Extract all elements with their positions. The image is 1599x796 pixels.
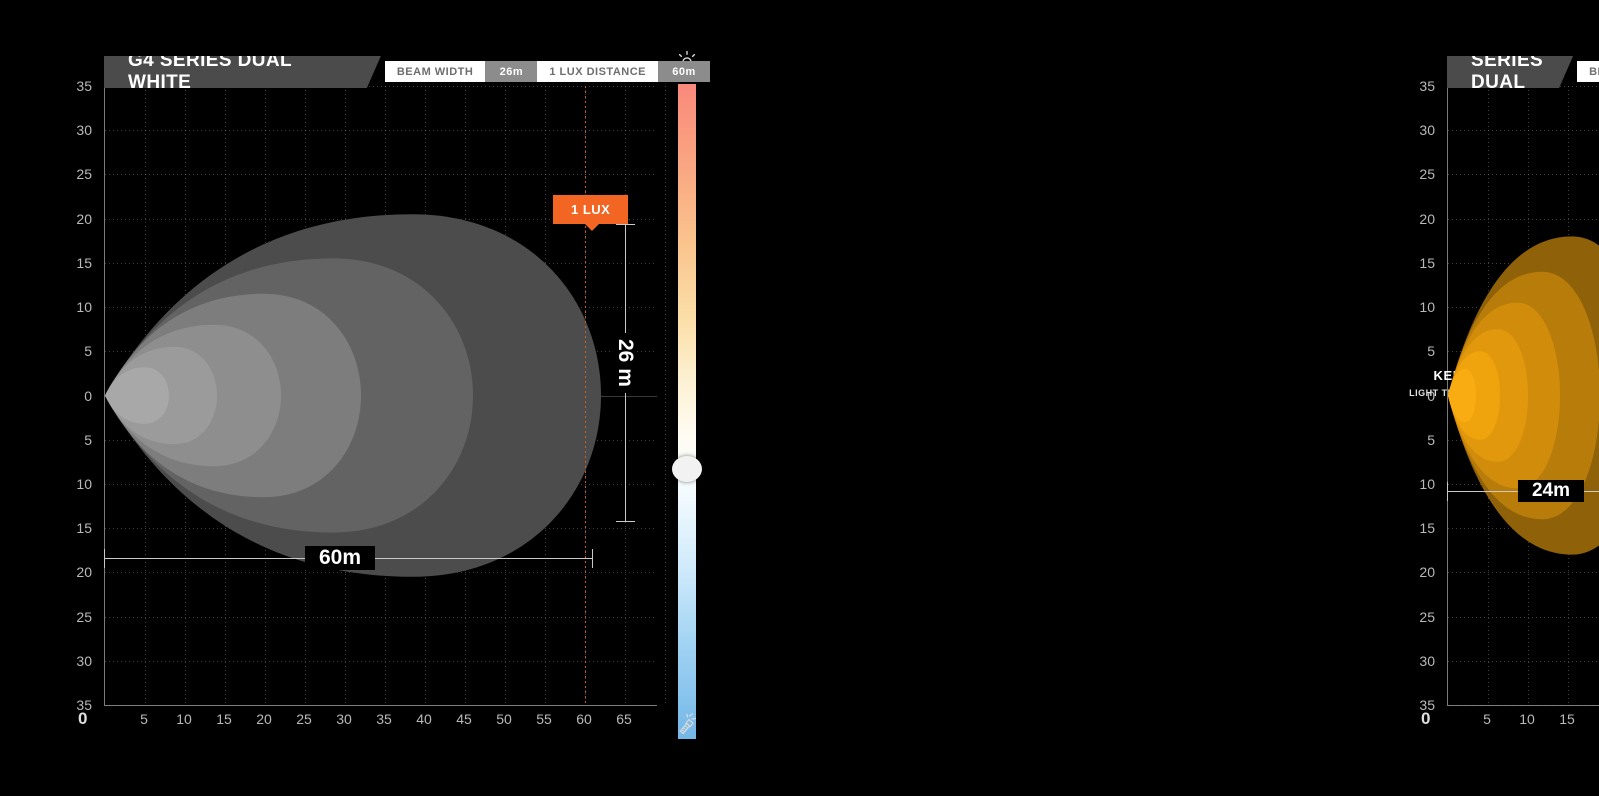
y-axis-tick: 20 (1419, 564, 1435, 581)
x-axis-tick: 5 (140, 711, 148, 727)
lux-threshold-line-left (585, 86, 586, 705)
grid-line-horizontal (105, 705, 657, 706)
y-axis-tick: 5 (1427, 431, 1435, 448)
x-axis-tick: 60 (576, 711, 592, 727)
x-axis-tick: 15 (1559, 711, 1575, 727)
kelvin-handle-left[interactable] (672, 456, 702, 482)
y-axis-labels-left: 35 30 25 20 15 10 5 0 5 10 15 20 25 30 35 (48, 78, 92, 713)
y-axis-tick: 20 (76, 210, 92, 227)
x-axis-tick: 45 (456, 711, 472, 727)
spec-value-beam-width: 26m (485, 61, 538, 82)
kelvin-gradient-track-left[interactable] (678, 84, 696, 739)
beam-plot-dual-white (104, 86, 666, 706)
beam-svg-white (105, 214, 601, 577)
panel-dual-white: G4 SERIES DUAL WHITE BEAM WIDTH 26m 1 LU… (0, 0, 710, 796)
lux-distance-value-right: 24m (1517, 480, 1585, 502)
x-axis-tick: 40 (416, 711, 432, 727)
beam-isoline-layer (105, 367, 169, 424)
y-axis-tick: 15 (1419, 520, 1435, 537)
x-axis-tick: 10 (1519, 711, 1535, 727)
y-axis-tick: 10 (76, 475, 92, 492)
panel-header-dual-amber: G4 SERIES DUAL AMBER BEAM WIDTH 23m 1 LU… (1447, 56, 1599, 88)
y-axis-tick: 35 (1419, 697, 1435, 713)
y-axis-tick: 15 (1419, 254, 1435, 271)
y-axis-tick: 35 (1419, 78, 1435, 94)
y-axis-tick: 20 (76, 564, 92, 581)
y-axis-labels-right: 35 30 25 20 15 10 5 0 5 10 15 20 25 30 35 (1391, 78, 1435, 713)
y-axis-tick: 30 (1419, 122, 1435, 139)
y-axis-tick: 15 (76, 254, 92, 271)
panel-header-dual-white: G4 SERIES DUAL WHITE BEAM WIDTH 26m 1 LU… (104, 56, 710, 88)
spec-value-lux-distance: 60m (658, 61, 710, 82)
x-axis-tick: 55 (536, 711, 552, 727)
y-axis-tick: 25 (1419, 166, 1435, 183)
x-axis-tick: 15 (216, 711, 232, 727)
y-axis-tick: 30 (76, 652, 92, 669)
y-axis-tick: 0 (84, 387, 92, 404)
y-axis-tick: 30 (1419, 652, 1435, 669)
y-axis-tick: 30 (76, 122, 92, 139)
lux-distance-value-left: 60m (304, 546, 376, 570)
y-axis-tick: 5 (1427, 343, 1435, 360)
y-axis-tick: 15 (76, 520, 92, 537)
panel-title-dual-amber: G4 SERIES DUAL AMBER (1447, 56, 1573, 88)
spec-label-lux-distance: 1 LUX DISTANCE (537, 61, 658, 82)
panel-title-dual-white: G4 SERIES DUAL WHITE (104, 56, 381, 88)
beam-isoline-layer (1448, 368, 1476, 423)
x-axis-tick: 5 (1483, 711, 1491, 727)
spec-label-beam-width: BEAM WIDTH (384, 61, 486, 82)
x-axis-tick: 20 (256, 711, 272, 727)
beam-width-value-left: 26 m (613, 333, 637, 393)
spec-pills-dual-white: BEAM WIDTH 26m 1 LUX DISTANCE 60m (384, 61, 710, 82)
y-axis-tick: 25 (76, 166, 92, 183)
panel-dual-amber: G4 SERIES DUAL AMBER BEAM WIDTH 23m 1 LU… (672, 0, 1599, 796)
spec-pills-dual-amber: BEAM WIDTH 23m 1 LUX DISTANCE 24m (1577, 61, 1599, 82)
x-axis-tick: 35 (376, 711, 392, 727)
lux-badge-left: 1 LUX (553, 195, 629, 231)
grid-line-vertical (665, 86, 666, 705)
beam-plot-dual-amber (1447, 86, 1599, 706)
origin-label-right: 0 (1421, 709, 1431, 728)
flashlight-icon (675, 713, 699, 744)
y-axis-tick: 35 (76, 697, 92, 713)
y-axis-tick: 35 (76, 78, 92, 94)
y-axis-tick: 5 (84, 343, 92, 360)
beam-shape-dual-white (105, 86, 657, 705)
y-axis-tick: 10 (76, 299, 92, 316)
x-axis-tick: 25 (296, 711, 312, 727)
beam-shape-dual-amber (1448, 86, 1599, 705)
y-axis-tick: 20 (1419, 210, 1435, 227)
y-axis-tick: 0 (1427, 387, 1435, 404)
x-axis-tick: 50 (496, 711, 512, 727)
y-axis-tick: 5 (84, 431, 92, 448)
x-axis-tick: 30 (336, 711, 352, 727)
x-axis-labels-left: 5 10 15 20 25 30 35 40 45 50 55 60 65 (104, 711, 704, 733)
spec-label-beam-width-amber: BEAM WIDTH (1577, 61, 1599, 82)
x-axis-tick: 65 (616, 711, 632, 727)
y-axis-tick: 10 (1419, 475, 1435, 492)
beam-svg-amber (1448, 236, 1599, 555)
grid-line-horizontal (1448, 705, 1599, 706)
x-axis-tick: 10 (176, 711, 192, 727)
y-axis-tick: 25 (76, 608, 92, 625)
y-axis-tick: 25 (1419, 608, 1435, 625)
y-axis-tick: 10 (1419, 299, 1435, 316)
origin-label-left: 0 (78, 709, 88, 728)
